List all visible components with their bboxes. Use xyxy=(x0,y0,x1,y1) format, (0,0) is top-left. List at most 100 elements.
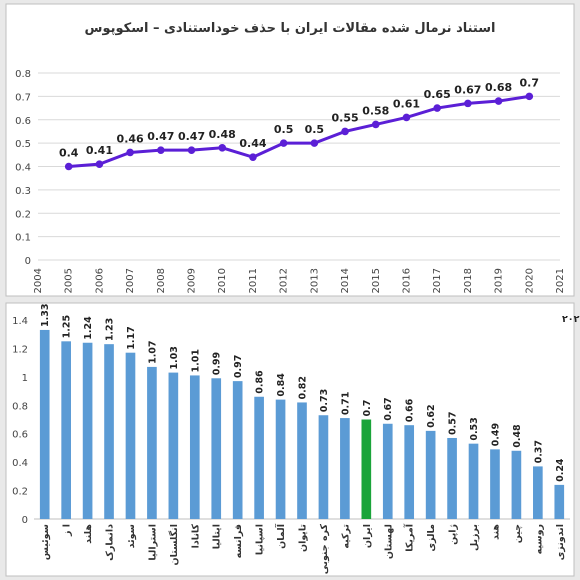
bar-data-label: 1.23 xyxy=(105,318,116,341)
bar-category-label: استرالیا xyxy=(147,524,158,561)
line-x-tick-label: 2012 xyxy=(279,268,290,293)
line-point xyxy=(371,120,380,129)
bar-data-label: 1.25 xyxy=(62,315,73,338)
bar-data-label: 0.53 xyxy=(469,417,480,440)
bar xyxy=(61,341,71,519)
bar-data-label: 1.03 xyxy=(169,346,180,369)
line-point xyxy=(126,148,134,157)
bar-category-label: اندونزی xyxy=(555,524,566,560)
bar-category-label: کره جنوبی xyxy=(319,524,330,575)
line-data-label: 0.58 xyxy=(362,104,389,117)
bar xyxy=(318,415,329,519)
line-point xyxy=(341,127,349,136)
bar-data-label: 0.48 xyxy=(512,424,523,448)
bar-category-label: ژاپن xyxy=(448,524,459,545)
bar xyxy=(211,378,222,519)
bar xyxy=(382,423,393,519)
bar-series-data-labels: 1.33 1.25 1.24 1.23 1.17 1.07 1.03 1.01 0.99 0.97… xyxy=(40,303,566,481)
bar-category-label: اسپانیا xyxy=(255,524,266,555)
line-point xyxy=(494,97,503,105)
bar-series xyxy=(39,329,565,519)
bar-category-label: فرانسه xyxy=(233,524,244,558)
line-data-label: 0.68 xyxy=(485,81,512,94)
line-x-tick-label: 2009 xyxy=(187,268,198,293)
bar-category-label: ا ز xyxy=(62,524,73,537)
line-y-tick-label: 0.4 xyxy=(15,163,31,174)
bar-y-tick-label: 0 xyxy=(22,515,28,526)
line-data-label: 0.47 xyxy=(178,130,205,143)
line-x-tick-label: 2019 xyxy=(494,268,505,293)
line-data-label: 0.5 xyxy=(305,123,325,136)
line-series-data-labels: 0.4 0.410.46 0.47 0.47 0.480.440.5 0.50.550.5… xyxy=(59,76,539,159)
bar xyxy=(82,342,93,519)
line-chart-title: استناد نرمال شده مقالات ایران با حذف خود… xyxy=(85,21,496,36)
line-point xyxy=(464,99,472,108)
line-point xyxy=(187,146,196,154)
bar-data-label: 0.99 xyxy=(212,352,223,375)
bar-category-label: لهستان xyxy=(383,524,394,559)
bar-category-label: سوئد xyxy=(126,524,137,548)
line-x-tick-label: 2021 xyxy=(555,268,566,293)
bar-y-tick-label: 0.6 xyxy=(12,430,28,441)
bar-category-label: هند xyxy=(490,524,501,540)
line-data-label: 0.67 xyxy=(454,83,481,96)
line-data-label: 0.44 xyxy=(239,137,266,150)
line-data-label: 0.65 xyxy=(424,88,451,101)
bar-y-tick-label: 0.2 xyxy=(12,487,28,498)
line-data-label: 0.41 xyxy=(86,144,113,157)
line-data-label: 0.7 xyxy=(520,76,540,89)
line-x-tick-label: 2013 xyxy=(309,268,320,293)
bar xyxy=(511,450,522,519)
line-x-tick-label: 2018 xyxy=(463,268,474,293)
bar-data-label: 0.7 xyxy=(362,400,373,417)
line-chart-y-axis: 0 0.1 0.2 0.3 0.4 0.5 0.6 0.7 0.8 xyxy=(15,69,31,267)
line-series-points xyxy=(64,92,534,171)
line-chart-x-axis: 2004 2005 2006 2007 2008 2009 2010 2011 2012 2013… xyxy=(33,268,566,293)
bar-y-tick-label: 0.8 xyxy=(12,401,28,412)
line-data-label: 0.48 xyxy=(209,128,236,141)
bar xyxy=(189,375,200,519)
bar-chart-x-axis: سوئیس ا ز هلند دانمارک سوئد استرالیا انگلستان ک… xyxy=(40,523,566,574)
line-data-label: 0.5 xyxy=(274,123,294,136)
line-point xyxy=(402,113,411,122)
line-data-label: 0.46 xyxy=(117,132,144,145)
line-data-label: 0.4 xyxy=(59,147,79,160)
line-x-tick-label: 2006 xyxy=(94,268,105,293)
line-x-tick-label: 2004 xyxy=(33,268,44,293)
bar-chart-panel xyxy=(5,302,575,577)
bar xyxy=(275,399,286,519)
bar-data-label: 0.66 xyxy=(405,398,416,422)
line-data-label: 0.61 xyxy=(393,97,420,110)
line-point xyxy=(157,146,165,154)
bar xyxy=(468,443,479,519)
bar xyxy=(425,430,436,519)
bar-y-tick-label: 1.4 xyxy=(12,316,28,327)
bar-data-label: 0.49 xyxy=(490,423,501,446)
bar xyxy=(533,466,543,519)
bar xyxy=(490,449,500,519)
bar xyxy=(254,396,264,519)
line-y-tick-label: 0.8 xyxy=(15,69,31,80)
bar xyxy=(361,419,372,519)
bar-data-label: 1.17 xyxy=(126,326,137,349)
bar-category-label: هلند xyxy=(83,524,94,544)
bar-category-label: روسیه xyxy=(533,524,544,554)
line-y-tick-label: 0.6 xyxy=(15,116,31,127)
bar xyxy=(232,381,243,519)
bar xyxy=(554,484,565,519)
line-point xyxy=(249,153,257,161)
line-y-tick-label: 0.5 xyxy=(15,139,31,150)
bar-data-label: 1.07 xyxy=(147,340,158,363)
line-x-tick-label: 2017 xyxy=(432,268,443,293)
line-point xyxy=(218,144,227,152)
line-point xyxy=(310,139,319,147)
line-point xyxy=(95,160,104,168)
bar-data-label: 0.71 xyxy=(340,392,351,415)
bar-data-label: 0.62 xyxy=(426,404,437,427)
line-y-tick-label: 0.1 xyxy=(15,233,31,244)
line-y-tick-label: 0.2 xyxy=(15,209,31,220)
bar-data-label: 0.97 xyxy=(233,355,244,378)
bar xyxy=(104,344,114,519)
bar-data-label: 0.73 xyxy=(319,389,330,412)
